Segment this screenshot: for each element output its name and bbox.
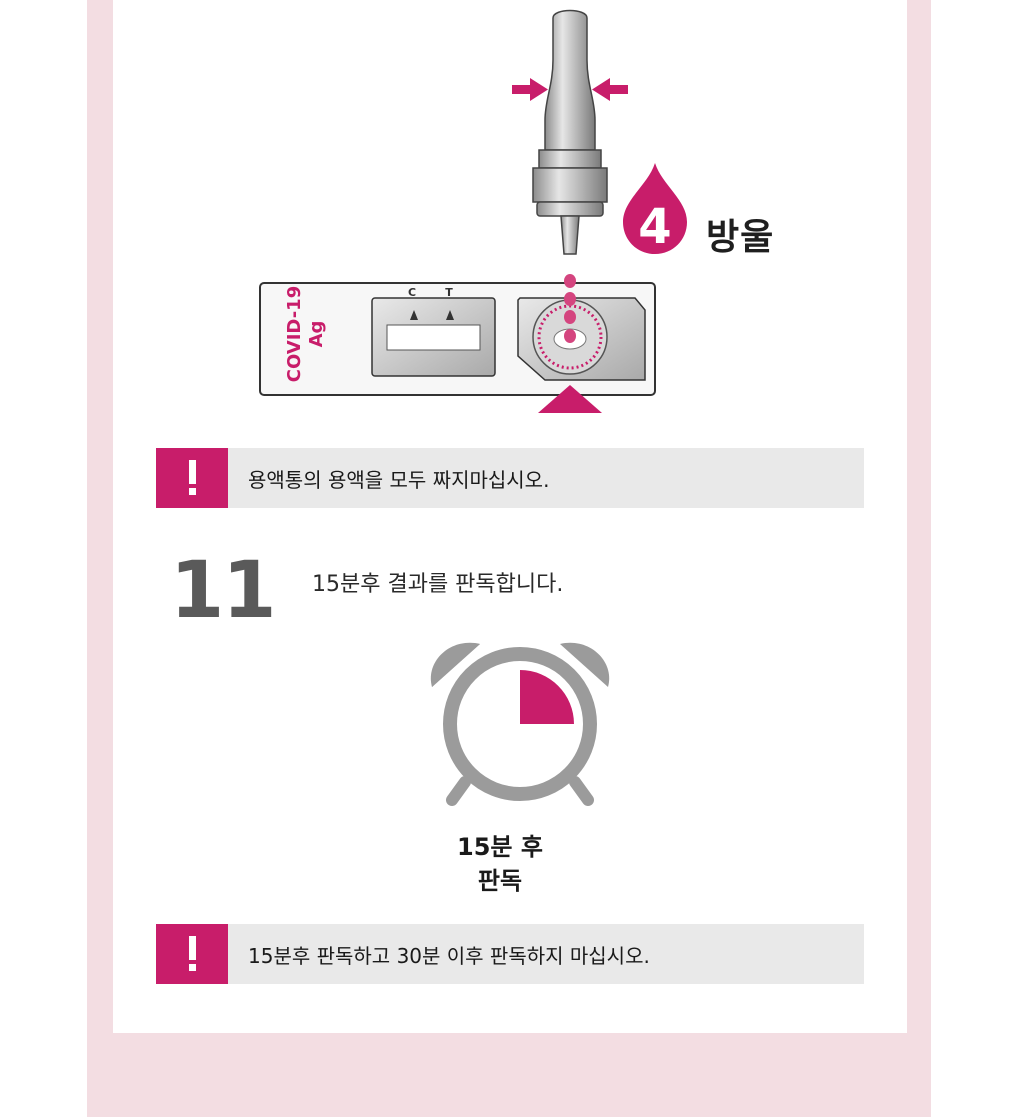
warning-text-1: 용액통의 용액을 모두 짜지마십시오. [248, 468, 550, 492]
instruction-card [113, 0, 907, 1033]
cassette-brand-label: COVID-19 [284, 286, 305, 382]
falling-drops [564, 274, 576, 343]
drop-count-label: 방울 [706, 217, 775, 258]
exclamation-icon [156, 448, 228, 508]
step-instruction: 15분후 결과를 판독합니다. [312, 572, 564, 597]
warning-box-1: 용액통의 용액을 모두 짜지마십시오. [156, 448, 864, 508]
warning-text-2: 15분후 판독하고 30분 이후 판독하지 마십시오. [248, 944, 650, 968]
clock-caption: 15분 후 판독 [430, 830, 570, 898]
dropper-cassette-illustration: 4 C T COVID-19 Ag [259, 9, 687, 413]
warning-box-2: 15분후 판독하고 30분 이후 판독하지 마십시오. [156, 924, 864, 984]
step-number: 11 [170, 546, 277, 636]
exclamation-icon [156, 924, 228, 984]
clock-caption-line2: 판독 [477, 867, 523, 895]
test-line-mark: T [445, 286, 453, 299]
cassette-sub-label: Ag [306, 321, 327, 348]
drop-count-badge: 4 [623, 163, 687, 255]
test-cassette: C T COVID-19 Ag [259, 282, 656, 396]
alarm-clock-icon [430, 642, 610, 806]
svg-text:4: 4 [638, 199, 671, 255]
squeeze-arrow-left-icon [512, 78, 548, 101]
sample-well-pointer-icon [538, 385, 602, 413]
dropper-bottle [532, 9, 608, 255]
control-line-mark: C [408, 286, 416, 299]
squeeze-arrow-right-icon [592, 78, 628, 101]
clock-caption-line1: 15분 후 [457, 833, 543, 861]
